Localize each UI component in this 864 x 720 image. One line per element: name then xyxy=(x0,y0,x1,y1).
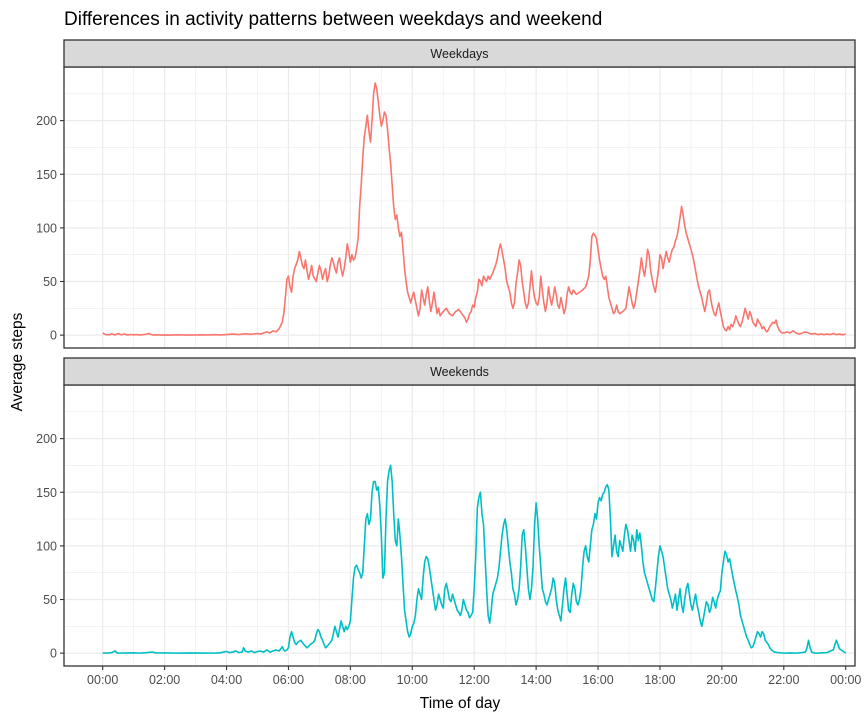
y-tick-label: 150 xyxy=(36,168,57,182)
x-tick-label: 02:00 xyxy=(149,673,180,687)
x-tick-label: 00:00 xyxy=(830,673,861,687)
y-tick-label: 200 xyxy=(36,114,57,128)
x-tick-label: 18:00 xyxy=(644,673,675,687)
x-tick-label: 12:00 xyxy=(459,673,490,687)
y-tick-label: 150 xyxy=(36,486,57,500)
y-tick-label: 0 xyxy=(50,329,57,343)
x-tick-label: 16:00 xyxy=(582,673,613,687)
x-tick-label: 08:00 xyxy=(335,673,366,687)
facet-strip-label: Weekends xyxy=(430,365,489,379)
panel-background xyxy=(64,67,855,348)
y-tick-label: 50 xyxy=(43,593,57,607)
series-line-weekdays xyxy=(102,82,846,336)
x-tick-label: 20:00 xyxy=(706,673,737,687)
facet-strip xyxy=(63,39,856,68)
facet-panels: Weekdays 0 50 100 150 200 Weekends 0 50 100 150 200 xyxy=(36,39,856,667)
x-tick-label: 04:00 xyxy=(211,673,242,687)
panel-weekdays: Weekdays 0 50 100 150 200 xyxy=(36,39,856,349)
chart-title: Differences in activity patterns between… xyxy=(64,9,602,30)
x-tick-label: 14:00 xyxy=(520,673,551,687)
x-tick-label: 10:00 xyxy=(397,673,428,687)
panel-weekends: Weekends 0 50 100 150 200 xyxy=(36,357,856,667)
facet-strip xyxy=(63,357,856,386)
y-tick-label: 100 xyxy=(36,221,57,235)
y-tick-label: 200 xyxy=(36,432,57,446)
y-tick-label: 0 xyxy=(50,647,57,661)
y-tick-label: 50 xyxy=(43,275,57,289)
x-tick-label: 22:00 xyxy=(768,673,799,687)
y-tick-label: 100 xyxy=(36,539,57,553)
x-axis-title: Time of day xyxy=(420,695,501,712)
panel-background xyxy=(64,385,855,666)
facet-strip-label: Weekdays xyxy=(430,47,488,61)
series-line-weekends xyxy=(102,464,847,654)
y-axis-title: Average steps xyxy=(9,312,26,411)
x-axis: 00:00 02:00 04:00 06:00 08:00 10:00 12:00 14:00… xyxy=(87,666,861,687)
x-tick-label: 00:00 xyxy=(87,673,118,687)
x-tick-label: 06:00 xyxy=(273,673,304,687)
